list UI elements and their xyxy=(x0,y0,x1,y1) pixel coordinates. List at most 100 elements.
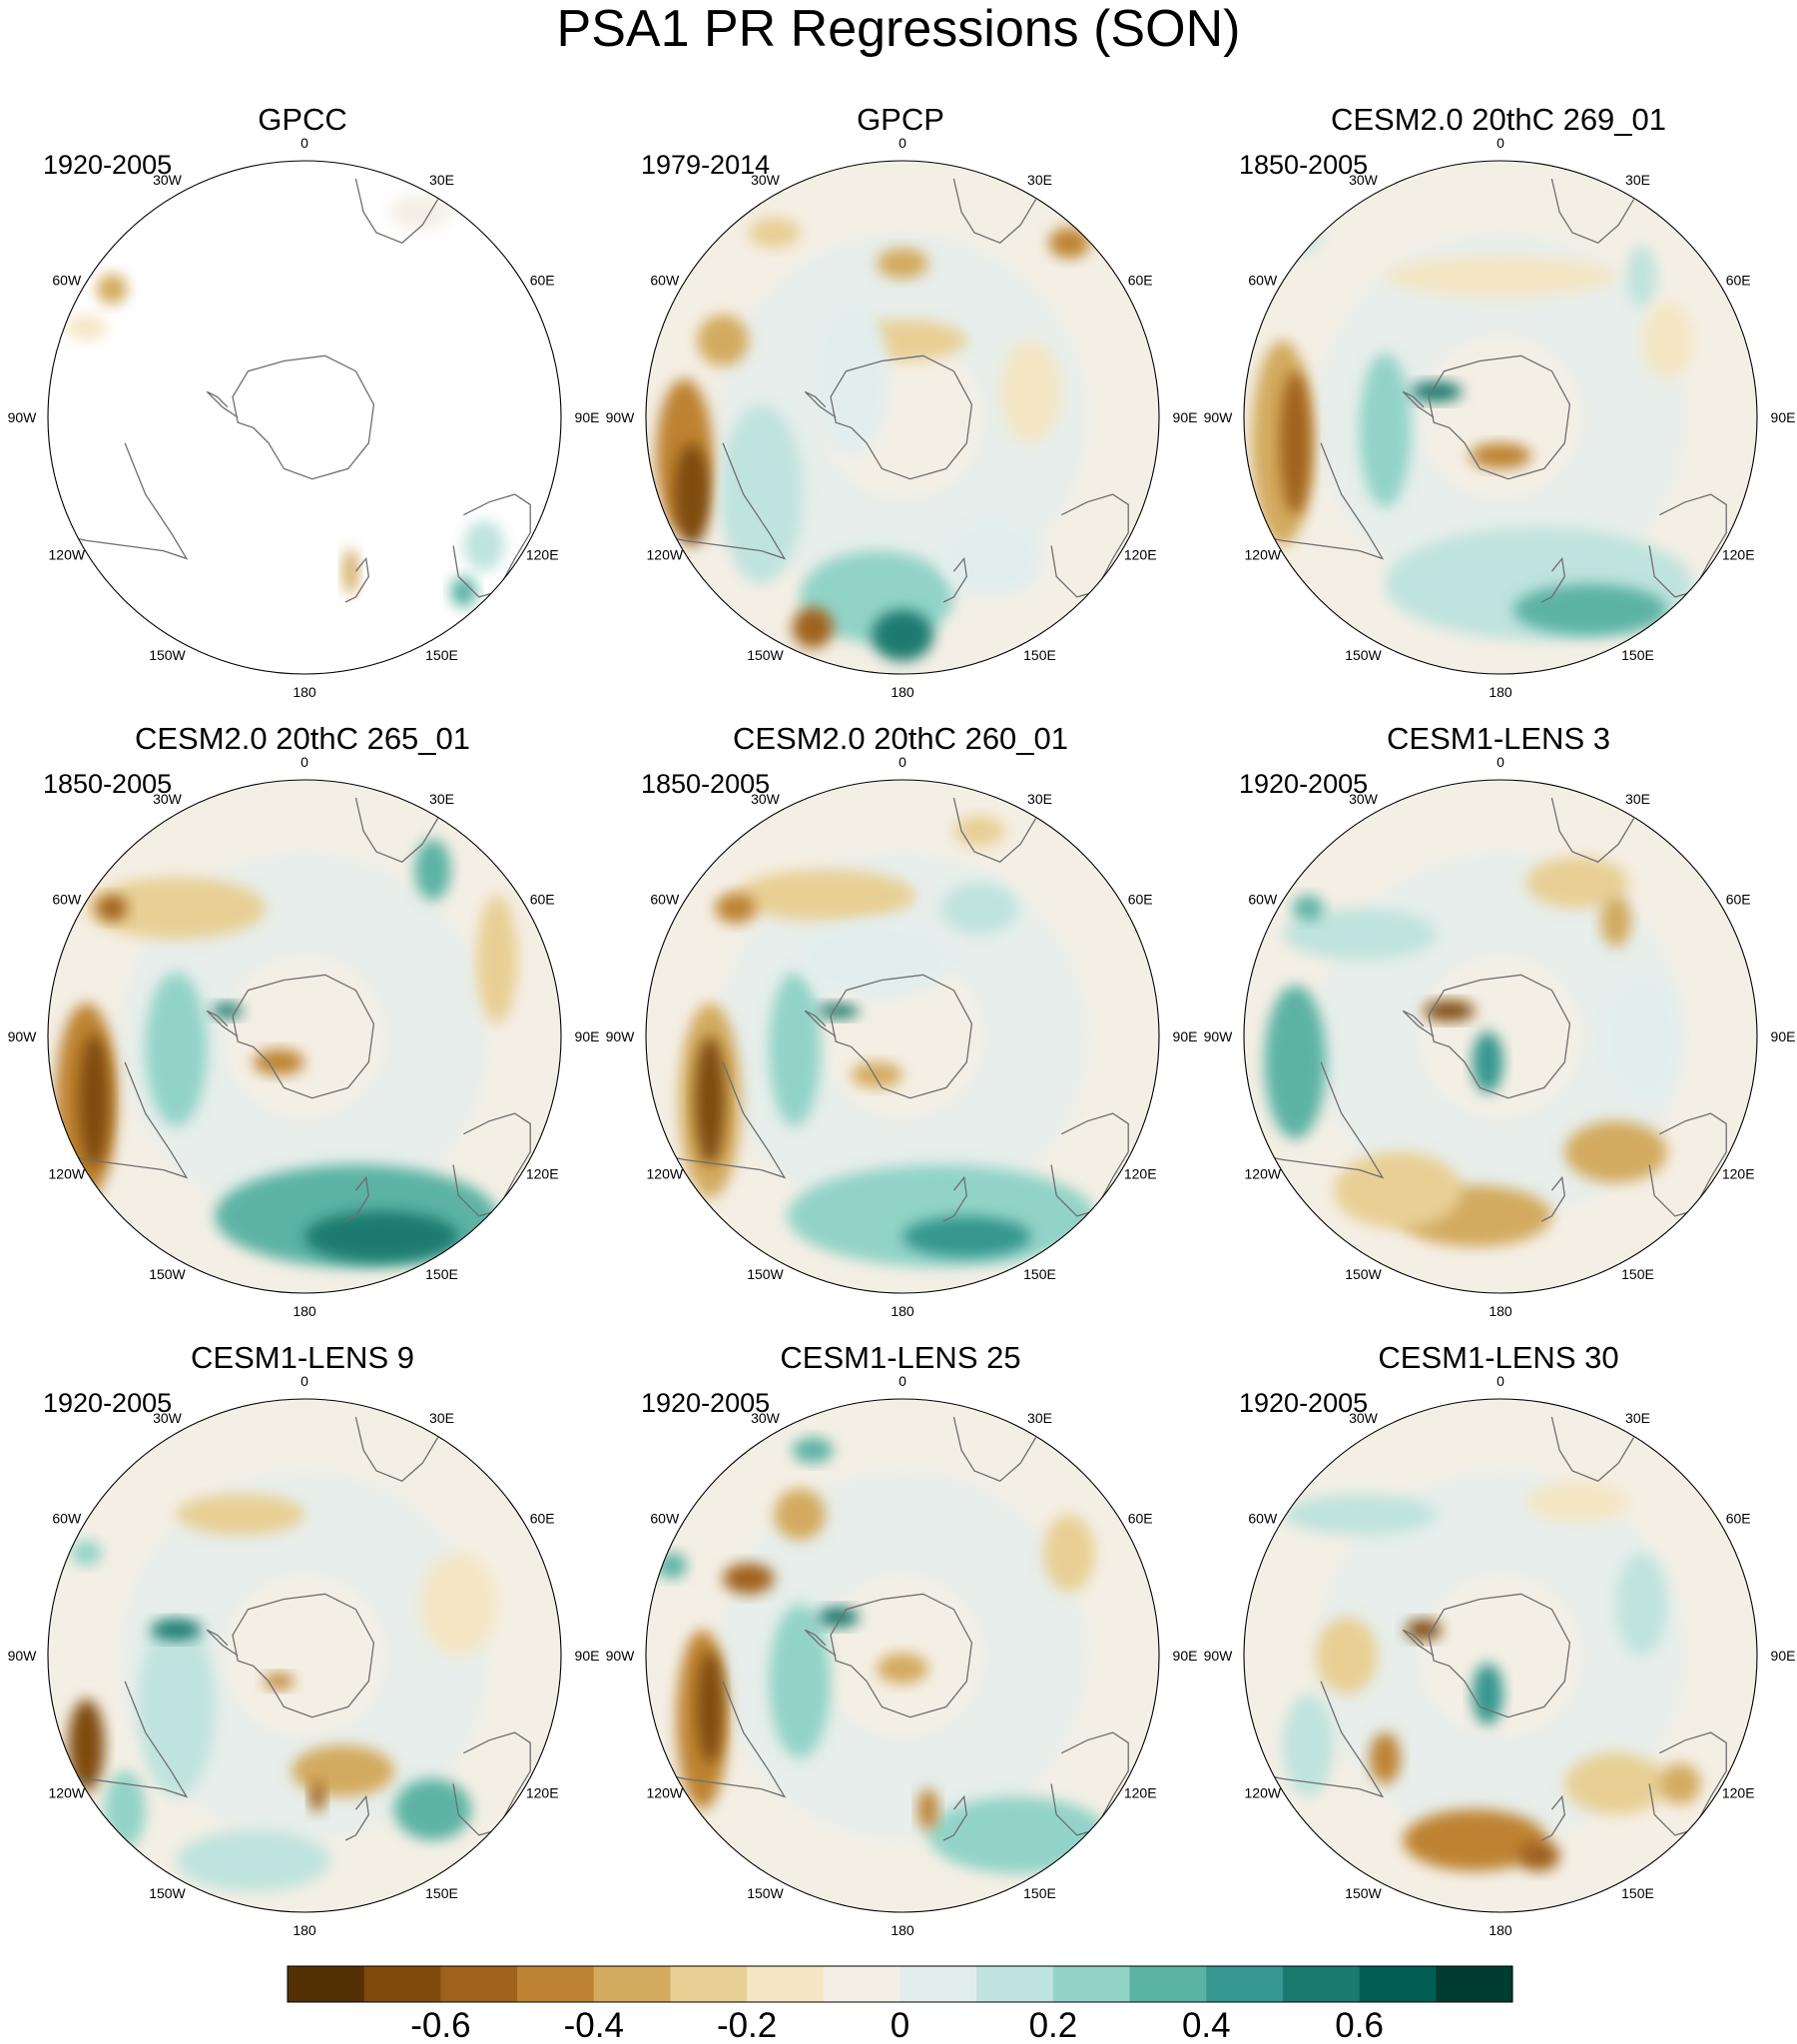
longitude-label: 180 xyxy=(293,684,316,700)
anomaly-region xyxy=(253,1048,304,1075)
anomaly-region xyxy=(1369,1732,1401,1784)
anomaly-region xyxy=(419,1553,497,1656)
anomaly-region xyxy=(917,1788,938,1830)
anomaly-region xyxy=(1600,895,1632,948)
anomaly-region xyxy=(86,877,267,940)
anomaly-region xyxy=(877,1653,928,1685)
longitude-label: 150E xyxy=(1621,1266,1654,1282)
anomaly-region xyxy=(1048,227,1090,259)
longitude-label: 90E xyxy=(1771,409,1796,425)
longitude-label: 0 xyxy=(300,135,308,151)
map-border xyxy=(1243,779,1758,1294)
longitude-label: 60W xyxy=(52,273,82,289)
longitude-label: 60W xyxy=(52,1511,82,1527)
longitude-label: 90W xyxy=(8,1028,38,1044)
map-panel: CESM1-LENS 3 1920-2005 0 30E 60E 90E 120E 150E 1… xyxy=(1204,721,1796,1319)
colorbar-tick-label: -0.6 xyxy=(410,2006,470,2044)
panel-title: GPCC xyxy=(258,102,347,137)
colorbar-swatch xyxy=(976,1966,1054,2002)
longitude-label: 150W xyxy=(747,647,784,663)
anomaly-region xyxy=(476,895,518,1024)
longitude-label: 150W xyxy=(1345,1885,1382,1901)
anomaly-region xyxy=(1043,1514,1095,1592)
anomaly-region xyxy=(1659,1762,1701,1805)
map-border xyxy=(47,779,562,1294)
period-label: 1920-2005 xyxy=(43,150,172,180)
longitude-label: 180 xyxy=(891,1922,914,1938)
longitude-label: 150W xyxy=(747,1266,784,1282)
longitude-label: 30W xyxy=(751,1410,781,1426)
anomaly-region xyxy=(292,1744,394,1797)
figure-title: PSA1 PR Regressions (SON) xyxy=(557,0,1241,58)
longitude-label: 30E xyxy=(1625,1410,1650,1426)
longitude-label: 60E xyxy=(1726,273,1751,289)
anomaly-region xyxy=(1264,985,1327,1139)
map-panel: CESM1-LENS 25 1920-2005 0 30E 60E 90E 120E 150E… xyxy=(606,1340,1198,1938)
colorbar-swatch xyxy=(823,1966,900,2002)
anomaly-region xyxy=(674,442,711,546)
period-label: 1920-2005 xyxy=(1239,769,1368,799)
longitude-label: 30W xyxy=(1349,791,1379,807)
longitude-label: 60E xyxy=(530,273,555,289)
anomaly-region xyxy=(940,882,1018,935)
coastlines xyxy=(50,797,531,1222)
anomaly-region xyxy=(96,895,128,922)
longitude-label: 0 xyxy=(1497,135,1504,151)
anomaly-region xyxy=(1411,381,1463,402)
colorbar-tick-label: 0 xyxy=(891,2006,909,2044)
anomaly-region xyxy=(1615,1553,1668,1656)
anomaly-region xyxy=(104,805,146,832)
longitude-label: 90W xyxy=(606,1028,636,1044)
coastlines xyxy=(1246,797,1727,1222)
anomaly-region xyxy=(145,972,208,1126)
coastlines xyxy=(648,797,1129,1222)
longitude-label: 90E xyxy=(1771,1028,1796,1044)
colorbar-swatch xyxy=(747,1966,825,2002)
longitude-label: 180 xyxy=(891,1303,914,1319)
longitude-label: 150E xyxy=(1023,1885,1056,1901)
anomaly-region xyxy=(1282,1494,1437,1536)
anomaly-region xyxy=(818,1607,860,1628)
panel-title: CESM1-LENS 3 xyxy=(1387,721,1610,756)
anomaly-region xyxy=(1517,1840,1560,1871)
longitude-label: 60W xyxy=(1248,1511,1278,1527)
anomaly-region xyxy=(792,1437,834,1464)
longitude-label: 60E xyxy=(1726,892,1751,908)
colorbar-swatch xyxy=(1206,1966,1284,2002)
anomaly-region xyxy=(212,1003,244,1020)
colorbar-swatch xyxy=(1436,1966,1513,2002)
map-panel: CESM2.0 20thC 269_01 1850-2005 0 30E 60E 90E 1… xyxy=(1204,102,1796,700)
anomaly-region xyxy=(96,274,128,305)
longitude-label: 30E xyxy=(1027,1410,1052,1426)
longitude-label: 120W xyxy=(647,1166,684,1182)
regression-field xyxy=(48,161,561,674)
longitude-label: 0 xyxy=(898,754,906,770)
anomaly-region xyxy=(697,1650,724,1763)
longitude-label: 120E xyxy=(526,547,559,563)
anomaly-region xyxy=(1403,1809,1547,1871)
longitude-label: 60E xyxy=(1128,1511,1153,1527)
longitude-label: 0 xyxy=(1497,1373,1504,1389)
colorbar-tick-label: -0.2 xyxy=(717,2006,777,2044)
longitude-label: 60E xyxy=(1128,273,1153,289)
longitude-label: 0 xyxy=(300,754,308,770)
anomaly-region xyxy=(1470,442,1531,469)
coastlines xyxy=(648,1416,1129,1841)
anomaly-region xyxy=(176,1494,304,1536)
anomaly-region xyxy=(656,1553,688,1579)
longitude-label: 180 xyxy=(293,1303,316,1319)
longitude-label: 120W xyxy=(49,547,86,563)
map-border xyxy=(1243,1398,1758,1913)
anomaly-region xyxy=(769,972,821,1126)
panel-title: CESM2.0 20thC 265_01 xyxy=(135,721,470,756)
anomaly-region xyxy=(78,1033,110,1168)
coastlines xyxy=(1246,1416,1727,1841)
colorbar-swatch xyxy=(670,1966,748,2002)
longitude-label: 180 xyxy=(1489,684,1512,700)
panel-title: GPCP xyxy=(857,102,944,137)
anomaly-region xyxy=(150,1620,203,1641)
map-panel: CESM2.0 20thC 265_01 1850-2005 0 30E 60E 90E 1… xyxy=(8,721,600,1319)
anomaly-region xyxy=(68,1699,105,1792)
longitude-label: 150W xyxy=(1345,647,1382,663)
anomaly-region xyxy=(927,1796,1108,1874)
